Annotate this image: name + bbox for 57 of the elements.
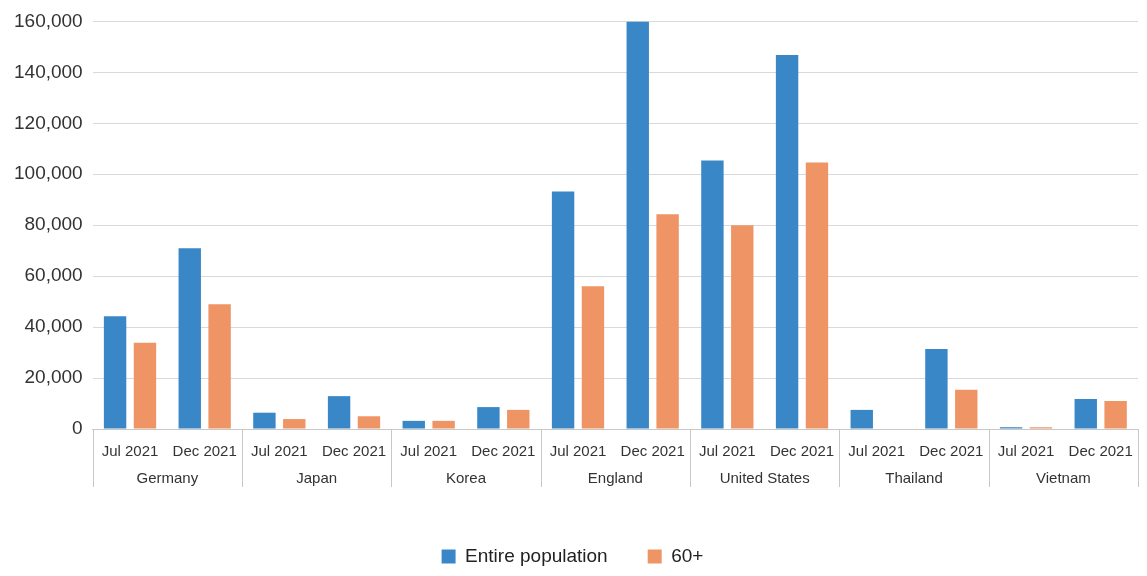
text: United States — [719, 469, 810, 487]
y-tick-label: 20,000 — [24, 366, 83, 388]
bar — [283, 419, 306, 429]
bar — [327, 396, 351, 429]
bar — [731, 225, 754, 429]
text: Vietnam — [1035, 469, 1091, 487]
text: Germany — [136, 469, 199, 487]
x-tick-label: Jul 2021 — [698, 442, 756, 460]
x-tick-label: Dec 2021 — [1068, 442, 1133, 460]
bar — [701, 160, 724, 429]
y-tick-label: 120,000 — [13, 111, 83, 133]
x-tick-label: Jul 2021 — [250, 442, 308, 460]
bar — [551, 191, 575, 429]
x-tick-label: Jul 2021 — [549, 442, 607, 460]
bar — [626, 21, 649, 429]
x-tick-label: Dec 2021 — [620, 442, 685, 460]
y-tick-label: 160,000 — [13, 9, 83, 31]
bar — [507, 409, 530, 429]
legend-label: 60+ — [671, 544, 704, 566]
bar — [208, 304, 231, 429]
bar — [1104, 400, 1127, 429]
x-tick-label: Dec 2021 — [321, 442, 387, 460]
bar — [805, 162, 829, 429]
bar — [775, 55, 799, 429]
x-tick-label: Dec 2021 — [769, 442, 835, 460]
bar — [656, 214, 679, 429]
text: Japan — [296, 469, 338, 487]
x-tick-label: Jul 2021 — [400, 442, 458, 460]
y-tick-label: 60,000 — [24, 264, 83, 286]
x-tick-label: Dec 2021 — [172, 442, 237, 460]
bar — [925, 349, 948, 429]
bar — [402, 420, 425, 429]
bar — [477, 407, 500, 429]
bar — [357, 416, 381, 429]
legend-label: Entire population — [465, 544, 608, 566]
bar — [103, 316, 127, 429]
bar — [432, 420, 455, 429]
text: Korea — [446, 469, 487, 487]
y-tick-label: 80,000 — [24, 213, 83, 235]
bar — [253, 412, 276, 429]
y-tick-label: 140,000 — [13, 60, 83, 82]
x-tick-label: Jul 2021 — [101, 442, 159, 460]
bar — [133, 342, 157, 429]
x-tick-label: Jul 2021 — [848, 442, 906, 460]
y-tick-label: 40,000 — [24, 315, 83, 337]
y-tick-label: 100,000 — [13, 162, 83, 184]
bar — [850, 409, 873, 429]
y-tick-label: 0 — [72, 417, 83, 439]
x-tick-label: Dec 2021 — [471, 442, 536, 460]
x-tick-label: Dec 2021 — [919, 442, 984, 460]
x-tick-label: Jul 2021 — [997, 442, 1055, 460]
text: Thailand — [885, 469, 943, 487]
bar — [955, 389, 978, 429]
bar — [178, 248, 201, 429]
bar — [1074, 398, 1097, 429]
text: England — [587, 469, 643, 487]
bar — [581, 286, 605, 429]
